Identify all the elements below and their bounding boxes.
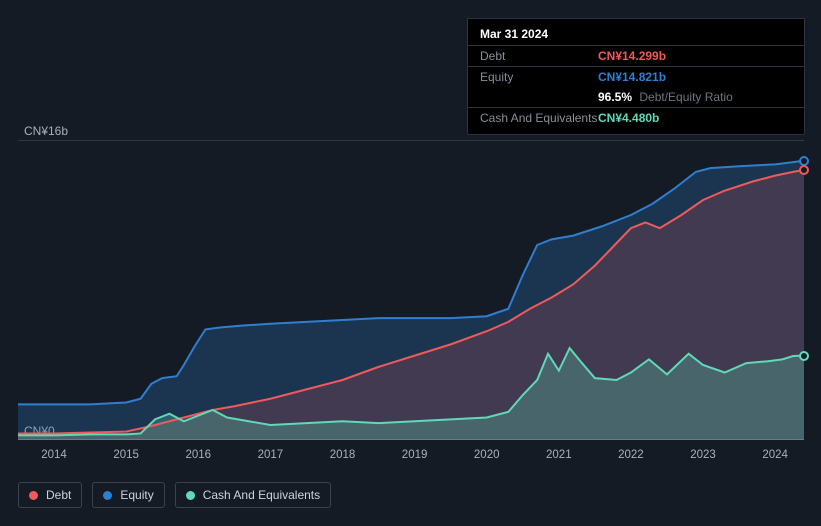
- xaxis-tick: 2016: [185, 449, 211, 461]
- tooltip-value: CN¥4.480b: [598, 110, 659, 126]
- chart-legend: Debt Equity Cash And Equivalents: [18, 482, 331, 508]
- legend-label: Cash And Equivalents: [203, 488, 320, 502]
- tooltip-label: Equity: [480, 69, 598, 85]
- tooltip-value: CN¥14.821b: [598, 69, 666, 85]
- xaxis-tick: 2018: [330, 449, 356, 461]
- tooltip-label: [480, 89, 598, 105]
- xaxis-tick: 2022: [618, 449, 644, 461]
- yaxis-max-label: CN¥16b: [24, 124, 68, 138]
- xaxis-tick: 2015: [113, 449, 139, 461]
- endpoint-debt: [799, 165, 809, 175]
- tooltip-value: CN¥14.299b: [598, 48, 666, 64]
- xaxis-tick: 2024: [762, 449, 788, 461]
- legend-swatch: [186, 491, 195, 500]
- xaxis-tick: 2019: [402, 449, 428, 461]
- debt-equity-chart[interactable]: [18, 140, 804, 440]
- tooltip-value: 96.5% Debt/Equity Ratio: [598, 89, 733, 105]
- x-axis: 2014 2015 2016 2017 2018 2019 2020 2021 2022 2023…: [18, 449, 804, 467]
- tooltip-row: DebtCN¥14.299b: [468, 45, 804, 66]
- legend-label: Equity: [120, 488, 153, 502]
- tooltip-label: Cash And Equivalents: [480, 110, 598, 126]
- tooltip-label: Debt: [480, 48, 598, 64]
- xaxis-tick: 2021: [546, 449, 572, 461]
- legend-label: Debt: [46, 488, 71, 502]
- tooltip-row: Cash And EquivalentsCN¥4.480b: [468, 107, 804, 128]
- xaxis-tick: 2017: [258, 449, 284, 461]
- legend-item-cash[interactable]: Cash And Equivalents: [175, 482, 331, 508]
- tooltip-date: Mar 31 2024: [468, 25, 804, 45]
- endpoint-cash: [799, 351, 809, 361]
- tooltip-row: 96.5% Debt/Equity Ratio: [468, 87, 804, 107]
- xaxis-tick: 2014: [41, 449, 67, 461]
- xaxis-tick: 2023: [690, 449, 716, 461]
- xaxis-tick: 2020: [474, 449, 500, 461]
- tooltip-row: EquityCN¥14.821b: [468, 66, 804, 87]
- legend-item-equity[interactable]: Equity: [92, 482, 164, 508]
- legend-swatch: [29, 491, 38, 500]
- chart-tooltip: Mar 31 2024 DebtCN¥14.299bEquityCN¥14.82…: [467, 18, 805, 135]
- legend-swatch: [103, 491, 112, 500]
- legend-item-debt[interactable]: Debt: [18, 482, 82, 508]
